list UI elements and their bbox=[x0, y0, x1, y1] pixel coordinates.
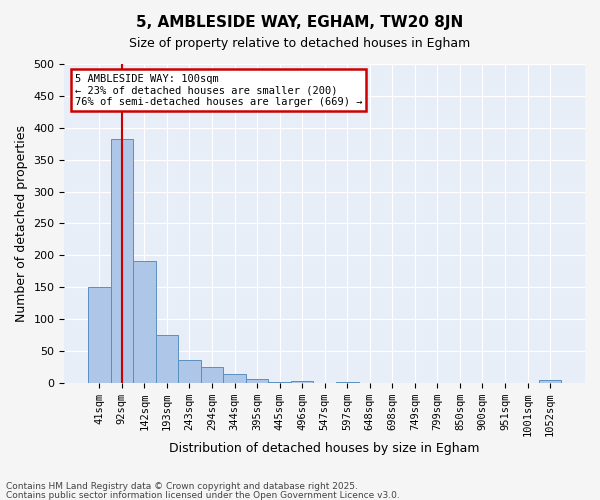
Text: Size of property relative to detached houses in Egham: Size of property relative to detached ho… bbox=[130, 38, 470, 51]
Bar bbox=[539, 380, 562, 383]
Bar bbox=[110, 138, 133, 383]
Bar bbox=[268, 382, 291, 383]
Bar bbox=[291, 381, 313, 383]
Bar bbox=[133, 261, 155, 383]
Bar bbox=[201, 367, 223, 383]
Bar bbox=[155, 335, 178, 383]
Bar bbox=[336, 382, 359, 383]
Bar bbox=[178, 360, 201, 383]
X-axis label: Distribution of detached houses by size in Egham: Distribution of detached houses by size … bbox=[169, 442, 480, 455]
Text: Contains public sector information licensed under the Open Government Licence v3: Contains public sector information licen… bbox=[6, 490, 400, 500]
Bar bbox=[223, 374, 246, 383]
Bar bbox=[246, 379, 268, 383]
Text: 5 AMBLESIDE WAY: 100sqm
← 23% of detached houses are smaller (200)
76% of semi-d: 5 AMBLESIDE WAY: 100sqm ← 23% of detache… bbox=[75, 74, 362, 107]
Bar bbox=[88, 288, 110, 383]
Y-axis label: Number of detached properties: Number of detached properties bbox=[15, 125, 28, 322]
Text: 5, AMBLESIDE WAY, EGHAM, TW20 8JN: 5, AMBLESIDE WAY, EGHAM, TW20 8JN bbox=[136, 15, 464, 30]
Text: Contains HM Land Registry data © Crown copyright and database right 2025.: Contains HM Land Registry data © Crown c… bbox=[6, 482, 358, 491]
